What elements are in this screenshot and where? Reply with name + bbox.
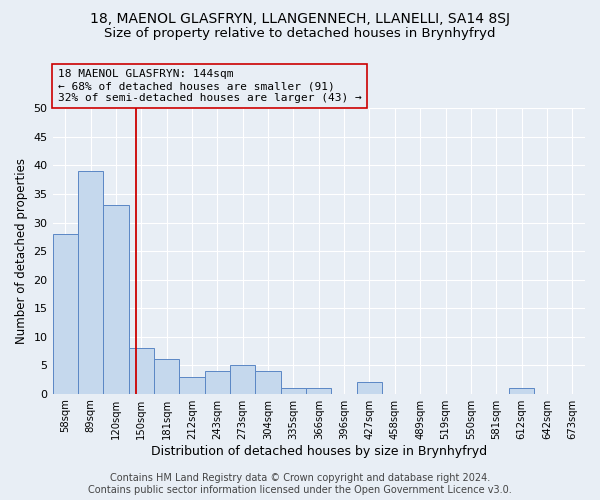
Bar — [154, 360, 179, 394]
Bar — [179, 376, 205, 394]
Text: Size of property relative to detached houses in Brynhyfryd: Size of property relative to detached ho… — [104, 28, 496, 40]
Text: 18, MAENOL GLASFRYN, LLANGENNECH, LLANELLI, SA14 8SJ: 18, MAENOL GLASFRYN, LLANGENNECH, LLANEL… — [90, 12, 510, 26]
X-axis label: Distribution of detached houses by size in Brynhyfryd: Distribution of detached houses by size … — [151, 444, 487, 458]
Bar — [509, 388, 534, 394]
Bar — [128, 348, 154, 394]
Text: Contains HM Land Registry data © Crown copyright and database right 2024.
Contai: Contains HM Land Registry data © Crown c… — [88, 474, 512, 495]
Bar — [230, 365, 256, 394]
Bar — [357, 382, 382, 394]
Bar — [281, 388, 306, 394]
Bar — [256, 371, 281, 394]
Bar — [103, 206, 128, 394]
Y-axis label: Number of detached properties: Number of detached properties — [15, 158, 28, 344]
Bar — [205, 371, 230, 394]
Bar — [78, 171, 103, 394]
Text: 18 MAENOL GLASFRYN: 144sqm
← 68% of detached houses are smaller (91)
32% of semi: 18 MAENOL GLASFRYN: 144sqm ← 68% of deta… — [58, 70, 362, 102]
Bar — [53, 234, 78, 394]
Bar — [306, 388, 331, 394]
